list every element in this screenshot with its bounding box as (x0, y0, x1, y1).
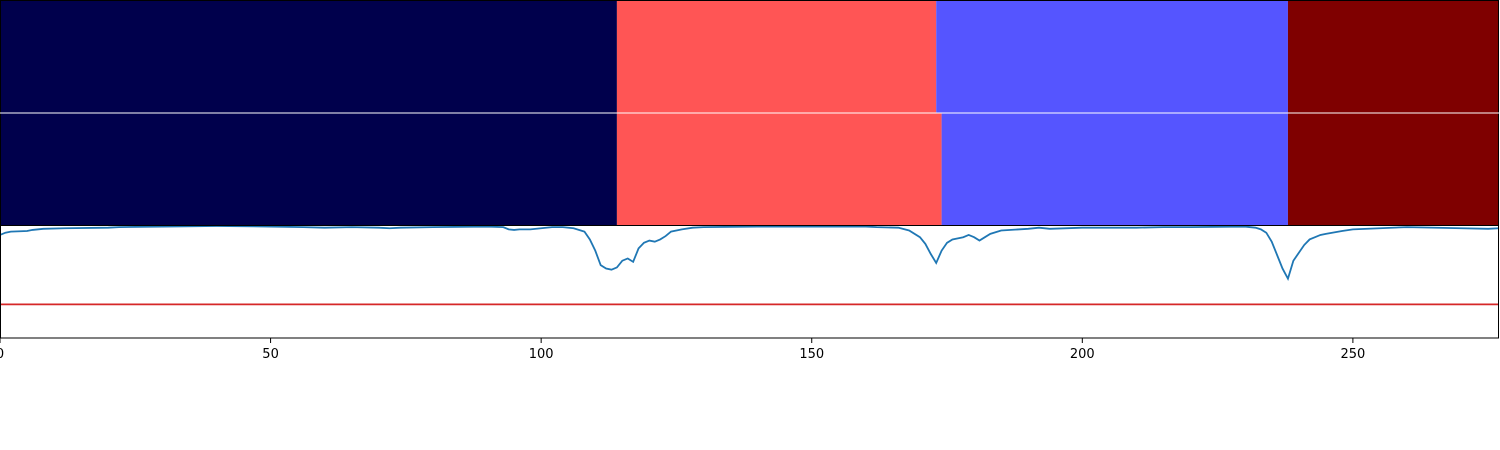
segment-row1-block3 (936, 0, 1288, 113)
segment-row2-block1 (0, 113, 617, 226)
segment-row2-block2 (616, 113, 942, 226)
segment-row1-block2 (616, 0, 937, 113)
line-panel (0, 225, 1500, 306)
plot-frame (0, 0, 1499, 339)
segment-row1-block1 (0, 0, 617, 113)
x-tick-label: 50 (262, 347, 279, 362)
segment-rows (0, 0, 1499, 226)
x-tick-label: 200 (1070, 347, 1095, 362)
segment-row2-block3 (941, 113, 1288, 226)
x-tick-label: 0 (0, 347, 4, 362)
signal-line (0, 225, 1500, 281)
x-tick-label: 150 (799, 347, 824, 362)
x-axis: 0 50 100 150 200 250 (0, 338, 1365, 362)
segment-row1-block4 (1287, 0, 1499, 113)
segment-row2-block4 (1287, 113, 1499, 226)
x-tick-label: 250 (1340, 347, 1365, 362)
x-tick-label: 100 (529, 347, 554, 362)
